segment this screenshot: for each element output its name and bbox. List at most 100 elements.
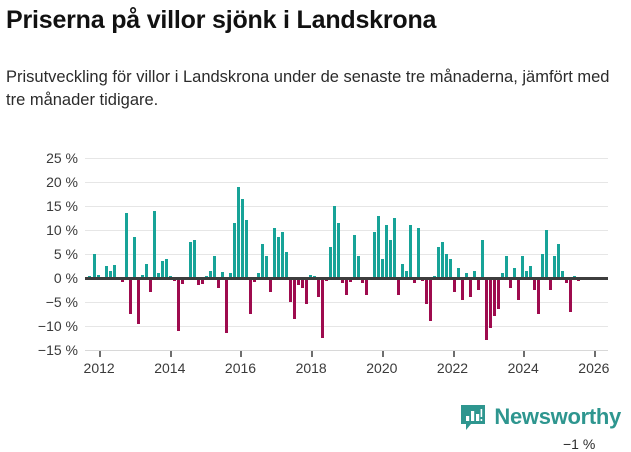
- bar: [429, 278, 432, 322]
- bar: [385, 225, 388, 278]
- bar: [377, 215, 380, 278]
- bar: [357, 256, 360, 278]
- bar: [509, 278, 512, 288]
- bar: [409, 225, 412, 278]
- bar: [441, 242, 444, 278]
- x-axis-line: [85, 350, 608, 351]
- bar: [481, 239, 484, 278]
- bar: [401, 263, 404, 278]
- bar: [313, 275, 316, 278]
- bar: [301, 278, 304, 288]
- bar: [269, 278, 272, 293]
- newsworthy-logo: Newsworthy: [459, 403, 621, 431]
- bar: [141, 275, 144, 278]
- x-axis-tick-label: 2024: [507, 360, 539, 376]
- bar-chart-speech-bubble-icon: [459, 403, 487, 431]
- bar: [361, 278, 364, 283]
- y-axis-tick-label: −5 %: [45, 294, 78, 310]
- bar: [493, 278, 496, 317]
- x-axis-tick-mark: [99, 351, 102, 357]
- bar: [261, 244, 264, 278]
- bar: [477, 278, 480, 290]
- bar: [177, 278, 180, 331]
- x-axis-tick-mark: [240, 351, 243, 357]
- bar-chart: 25 % 20 % 15 % 10 % 5 % 0 % −5 % −10 % −15 % 201…: [0, 145, 631, 452]
- gridline: [85, 302, 608, 303]
- x-axis-tick-mark: [523, 351, 526, 357]
- gridline: [85, 182, 608, 183]
- bar: [373, 232, 376, 278]
- bar: [341, 278, 344, 283]
- bar: [217, 278, 220, 288]
- bar: [241, 198, 244, 278]
- bar: [485, 278, 488, 341]
- bar: [505, 256, 508, 278]
- bar: [157, 273, 160, 278]
- bar: [469, 278, 472, 298]
- bar: [221, 272, 224, 278]
- bar: [465, 273, 468, 278]
- bar: [445, 254, 448, 278]
- bar: [501, 273, 504, 278]
- bar: [517, 278, 520, 300]
- x-axis-tick-label: 2016: [224, 360, 257, 376]
- bar: [285, 251, 288, 278]
- bar: [145, 263, 148, 278]
- bar: [209, 270, 212, 278]
- x-axis-tick-mark: [169, 351, 172, 357]
- bar: [181, 278, 184, 284]
- y-axis-tick-label: 15 %: [46, 198, 78, 214]
- bar: [277, 237, 280, 278]
- bar: [449, 258, 452, 278]
- bar: [105, 266, 108, 278]
- bar: [329, 246, 332, 278]
- bar: [93, 254, 96, 278]
- bar: [381, 258, 384, 278]
- x-axis-tick-label: 2026: [578, 360, 610, 376]
- bar: [333, 206, 336, 278]
- bar: [569, 278, 572, 312]
- bar: [565, 278, 568, 283]
- bar: [337, 222, 340, 278]
- bar: [125, 213, 128, 278]
- bar: [549, 278, 552, 290]
- bar: [297, 278, 300, 286]
- last-value-annotation: −1 %: [563, 436, 596, 452]
- chart-page: Priserna på villor sjönk i Landskrona Pr…: [0, 6, 631, 452]
- bar: [113, 265, 116, 278]
- bar: [213, 256, 216, 278]
- y-axis-tick-label: 10 %: [46, 222, 78, 238]
- gridline: [85, 206, 608, 207]
- y-axis-tick-label: −10 %: [37, 318, 78, 334]
- bar: [273, 227, 276, 278]
- bar: [573, 275, 576, 278]
- bar: [257, 273, 260, 278]
- bar: [249, 278, 252, 314]
- y-axis-tick-label: 0 %: [53, 270, 78, 286]
- y-axis-tick-label: 20 %: [46, 174, 78, 190]
- gridline: [85, 254, 608, 255]
- bar: [305, 278, 308, 305]
- bar: [137, 278, 140, 324]
- bar: [537, 278, 540, 314]
- bar: [561, 270, 564, 278]
- bar: [425, 278, 428, 305]
- x-axis-tick-label: 2022: [436, 360, 469, 376]
- zero-line: [85, 277, 608, 280]
- bar: [129, 278, 132, 314]
- bar: [497, 278, 500, 310]
- bar: [553, 256, 556, 278]
- bar: [457, 268, 460, 278]
- bar: [233, 222, 236, 278]
- bar: [389, 239, 392, 278]
- bar: [97, 275, 100, 278]
- bar: [321, 278, 324, 338]
- bar: [281, 232, 284, 278]
- x-axis-tick-label: 2018: [295, 360, 327, 376]
- y-axis-tick-label: −15 %: [37, 342, 78, 358]
- bar: [393, 218, 396, 278]
- bar: [473, 270, 476, 278]
- bar: [169, 275, 172, 278]
- bar: [529, 266, 532, 278]
- bar: [193, 239, 196, 278]
